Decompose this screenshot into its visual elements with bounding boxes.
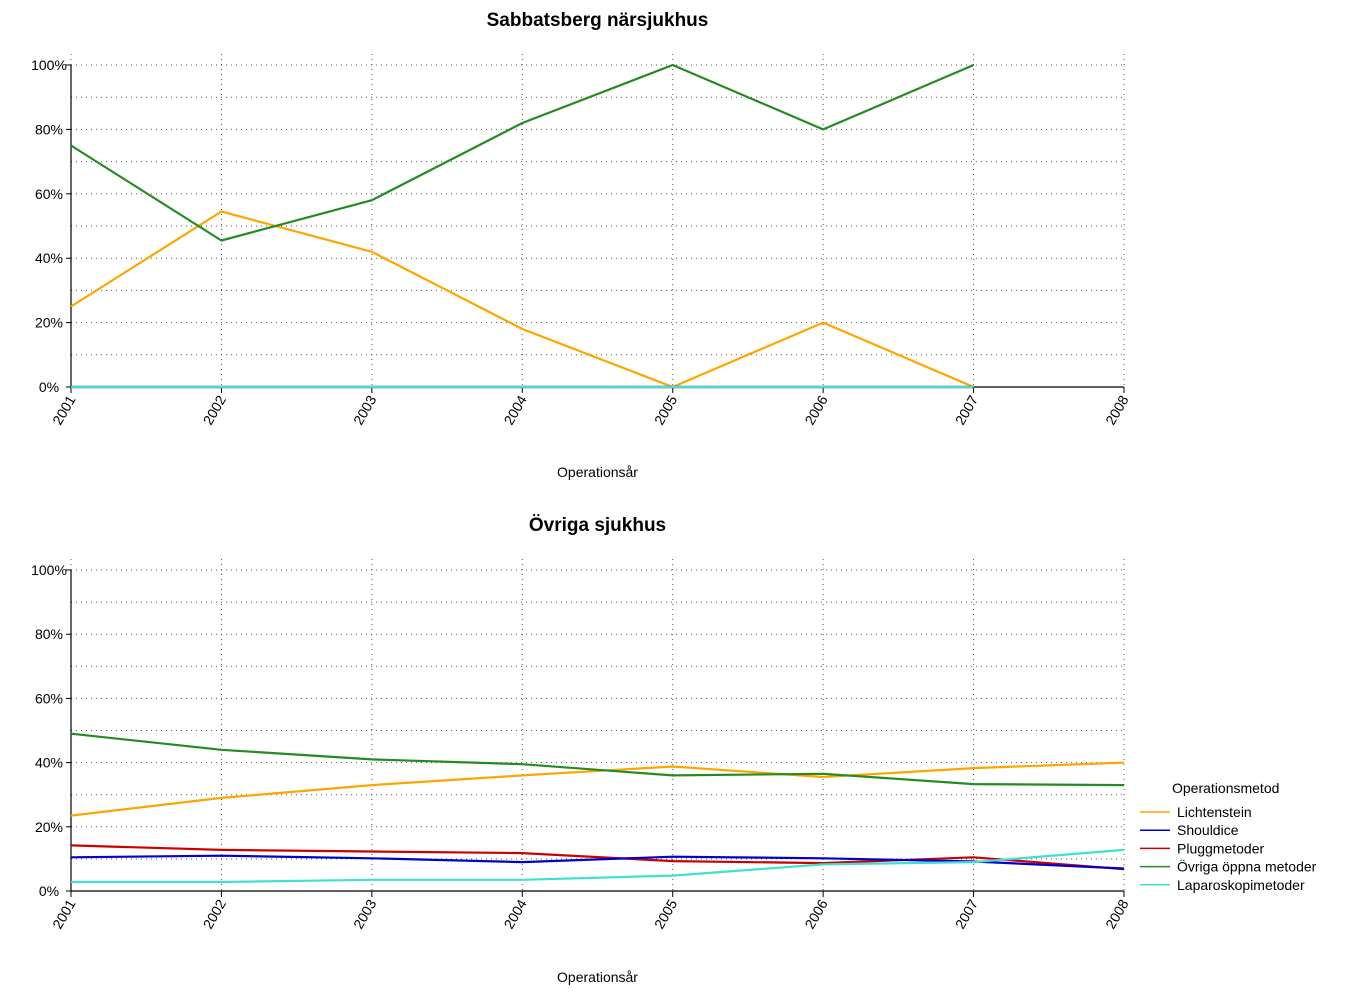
legend-label: Pluggmetoder bbox=[1177, 840, 1265, 856]
series-line-pluggmetoder bbox=[70, 844, 1125, 871]
legend: Operationsmetod Lichtenstein Shouldice Plug… bbox=[1140, 780, 1317, 893]
y-tick-label: 60% bbox=[35, 690, 63, 706]
y-tick-label: 60% bbox=[35, 186, 63, 202]
chart-title: Övriga sjukhus bbox=[529, 515, 666, 536]
x-tick-label: 2003 bbox=[350, 392, 380, 427]
y-tick-label: 20% bbox=[35, 819, 63, 835]
legend-label: Shouldice bbox=[1177, 822, 1239, 838]
series-line--vriga-ppna-metoder bbox=[70, 732, 1125, 787]
x-tick-label: 2008 bbox=[1102, 896, 1132, 931]
series-line-lichtenstein bbox=[70, 761, 1125, 817]
x-tick-label: 2001 bbox=[49, 896, 79, 931]
x-tick-label: 2002 bbox=[200, 392, 230, 427]
x-tick-label: 2004 bbox=[500, 896, 530, 931]
x-tick-label: 2007 bbox=[952, 896, 982, 931]
x-tick-label: 2006 bbox=[801, 392, 831, 427]
series-line-lichtenstein bbox=[70, 210, 975, 389]
x-axis-label: Operationsår bbox=[557, 464, 638, 480]
x-tick-label: 2003 bbox=[350, 896, 380, 931]
series-line-shouldice bbox=[70, 854, 1125, 870]
chart-title: Sabbatsberg närsjukhus bbox=[487, 10, 709, 31]
x-tick-label: 2001 bbox=[49, 392, 79, 427]
y-tick-label: 80% bbox=[35, 121, 63, 137]
series-line--vriga-ppna-metoder bbox=[70, 63, 975, 242]
y-tick-label: 20% bbox=[35, 315, 63, 331]
chart-panel-2: Övriga sjukhus 0% 20% 40% 60% 80% 100% 2001 2002… bbox=[31, 515, 1132, 985]
x-tick-label: 2005 bbox=[651, 896, 681, 931]
series-line-laparoskopimetoder bbox=[71, 848, 1125, 884]
legend-label: Laparoskopimetoder bbox=[1177, 877, 1305, 893]
x-tick-label: 2006 bbox=[801, 896, 831, 931]
y-tick-label: 100% bbox=[31, 562, 67, 578]
x-tick-label: 2005 bbox=[651, 392, 681, 427]
y-tick-label: 40% bbox=[35, 250, 63, 266]
x-tick-label: 2007 bbox=[952, 392, 982, 427]
legend-title: Operationsmetod bbox=[1172, 780, 1279, 796]
x-tick-label: 2004 bbox=[500, 392, 530, 427]
y-tick-label: 0% bbox=[39, 379, 59, 395]
x-tick-label: 2008 bbox=[1102, 392, 1132, 427]
legend-label: Lichtenstein bbox=[1177, 804, 1252, 820]
y-tick-label: 40% bbox=[35, 755, 63, 771]
chart-panel-1: Sabbatsberg närsjukhus 0% 20% 40% 60% 80% 100%… bbox=[31, 10, 1132, 480]
x-tick-label: 2002 bbox=[200, 896, 230, 931]
y-tick-label: 100% bbox=[31, 57, 67, 73]
y-tick-label: 0% bbox=[39, 883, 59, 899]
legend-label: Övriga öppna metoder bbox=[1177, 858, 1317, 875]
y-tick-label: 80% bbox=[35, 626, 63, 642]
x-axis-label: Operationsår bbox=[557, 969, 638, 985]
